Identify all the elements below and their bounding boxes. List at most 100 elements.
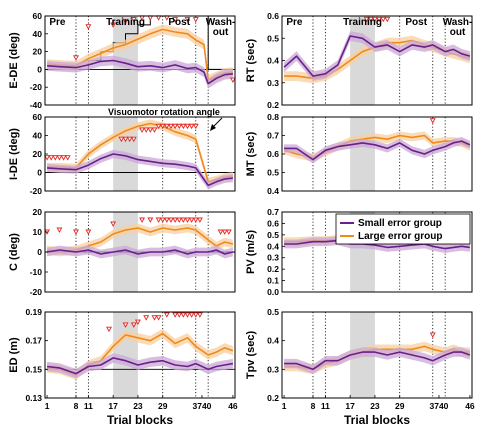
x-axis-label: Trial blocks <box>107 413 173 427</box>
small-error-band <box>47 353 233 379</box>
y-tick-label: 0.4 <box>267 336 279 346</box>
significance-marker <box>180 123 187 130</box>
y-tick-label: 0.1 <box>267 276 279 286</box>
legend-large-label: Large error group <box>358 231 442 242</box>
significance-marker <box>380 16 387 23</box>
x-tick-label: 11 <box>84 401 93 411</box>
small-error-line <box>46 249 234 255</box>
y-tick-label: 0.19 <box>25 307 42 317</box>
x-tick-label: 29 <box>395 401 405 411</box>
significance-marker <box>188 312 195 318</box>
y-axis-label: ED (m) <box>8 337 20 373</box>
x-tick-label: 3740 <box>192 401 211 411</box>
significance-marker <box>122 322 129 328</box>
small-error-line <box>284 239 471 250</box>
y-tick-label: 0.3 <box>267 78 279 88</box>
y-tick-label: 0.6 <box>267 11 279 21</box>
x-tick-label: 23 <box>370 401 380 411</box>
large-error-band <box>284 131 470 162</box>
y-axis-label: Tpv (sec) <box>245 331 257 380</box>
axes-frame <box>44 15 236 106</box>
panel-e-de: -40 -20 0 20 40 60 E-DE (deg) Pre Training Post Wa… <box>8 11 236 110</box>
significance-marker <box>172 123 179 130</box>
phase-label: Training <box>106 17 145 28</box>
y-tick-label: -20 <box>30 287 43 297</box>
significance-marker <box>155 315 162 321</box>
y-tick-label: 10 <box>33 227 43 237</box>
y-axis-label: PV (m/s) <box>245 230 257 274</box>
y-tick-label: 0.2 <box>267 264 279 274</box>
significance-marker <box>188 217 195 223</box>
x-tick-label: 3740 <box>429 401 448 411</box>
phase-label: Post <box>405 17 427 28</box>
small-error-band <box>284 137 470 164</box>
small-error-line <box>284 351 471 371</box>
y-tick-label: 0.0 <box>267 287 279 297</box>
y-axis-label: I-DE (deg) <box>8 128 20 180</box>
significance-marker <box>184 123 191 130</box>
y-tick-label: 60 <box>33 112 43 122</box>
y-tick-label: 40 <box>33 131 43 141</box>
significance-marker <box>159 123 166 130</box>
significance-marker <box>196 217 203 223</box>
significance-marker <box>130 322 137 328</box>
y-tick-label: 40 <box>33 29 43 39</box>
y-tick-label: 0.7 <box>267 207 279 217</box>
significance-marker <box>85 24 92 30</box>
significance-marker <box>139 217 146 223</box>
y-axis-label: RT (sec) <box>245 38 257 82</box>
significance-marker <box>225 229 232 235</box>
significance-marker <box>163 123 170 130</box>
phase-label: out <box>450 27 466 38</box>
small-error-line <box>283 35 471 77</box>
significance-marker <box>429 118 436 124</box>
significance-marker <box>151 127 158 133</box>
y-tick-label: -40 <box>30 100 43 110</box>
significance-marker <box>184 17 191 23</box>
x-tick-label: 29 <box>158 401 168 411</box>
small-error-line <box>47 59 233 85</box>
y-tick-label: 0.8 <box>267 112 279 122</box>
significance-marker <box>192 312 199 318</box>
y-tick-label: 0.3 <box>267 253 279 263</box>
significance-marker <box>180 312 187 318</box>
y-tick-label: 0.5 <box>267 230 279 240</box>
small-error-line <box>47 357 234 375</box>
axes-frame <box>281 311 473 399</box>
x-tick-label: 17 <box>108 401 118 411</box>
x-axis-label: Trial blocks <box>344 413 410 427</box>
y-tick-label: 60 <box>33 11 43 21</box>
axes-frame <box>281 15 473 106</box>
y-tick-label: 0.6 <box>267 149 279 159</box>
panel-i-de: -20 0 20 40 60 I-DE (deg) <box>8 112 236 196</box>
significance-marker <box>184 217 191 223</box>
significance-marker <box>192 217 199 223</box>
x-tick-label: 17 <box>345 401 355 411</box>
y-tick-label: -20 <box>30 82 43 92</box>
small-error-band <box>284 347 470 375</box>
small-error-band <box>47 149 233 190</box>
significance-marker <box>118 136 125 143</box>
phase-label: Pre <box>49 17 66 28</box>
small-error-line <box>47 153 233 187</box>
significance-marker <box>376 16 383 23</box>
y-tick-label: 0 <box>37 168 42 178</box>
significance-marker <box>64 155 71 161</box>
significance-marker <box>56 227 63 233</box>
significance-marker <box>180 217 187 223</box>
large-error-band <box>284 341 470 375</box>
significance-marker <box>163 312 170 318</box>
small-error-band <box>47 55 233 89</box>
significance-marker <box>172 17 179 23</box>
y-axis-label: C (deg) <box>8 233 20 271</box>
rotation-annotation: Visuomotor rotation angle <box>108 107 220 117</box>
significance-marker <box>192 123 199 130</box>
phase-label: Wash- <box>443 17 473 28</box>
y-tick-label: 0 <box>37 247 42 257</box>
significance-marker <box>221 229 228 235</box>
significance-marker <box>155 217 162 223</box>
x-tick-label: 8 <box>74 401 79 411</box>
significance-marker <box>147 127 154 133</box>
x-tick-label: 46 <box>228 401 238 411</box>
